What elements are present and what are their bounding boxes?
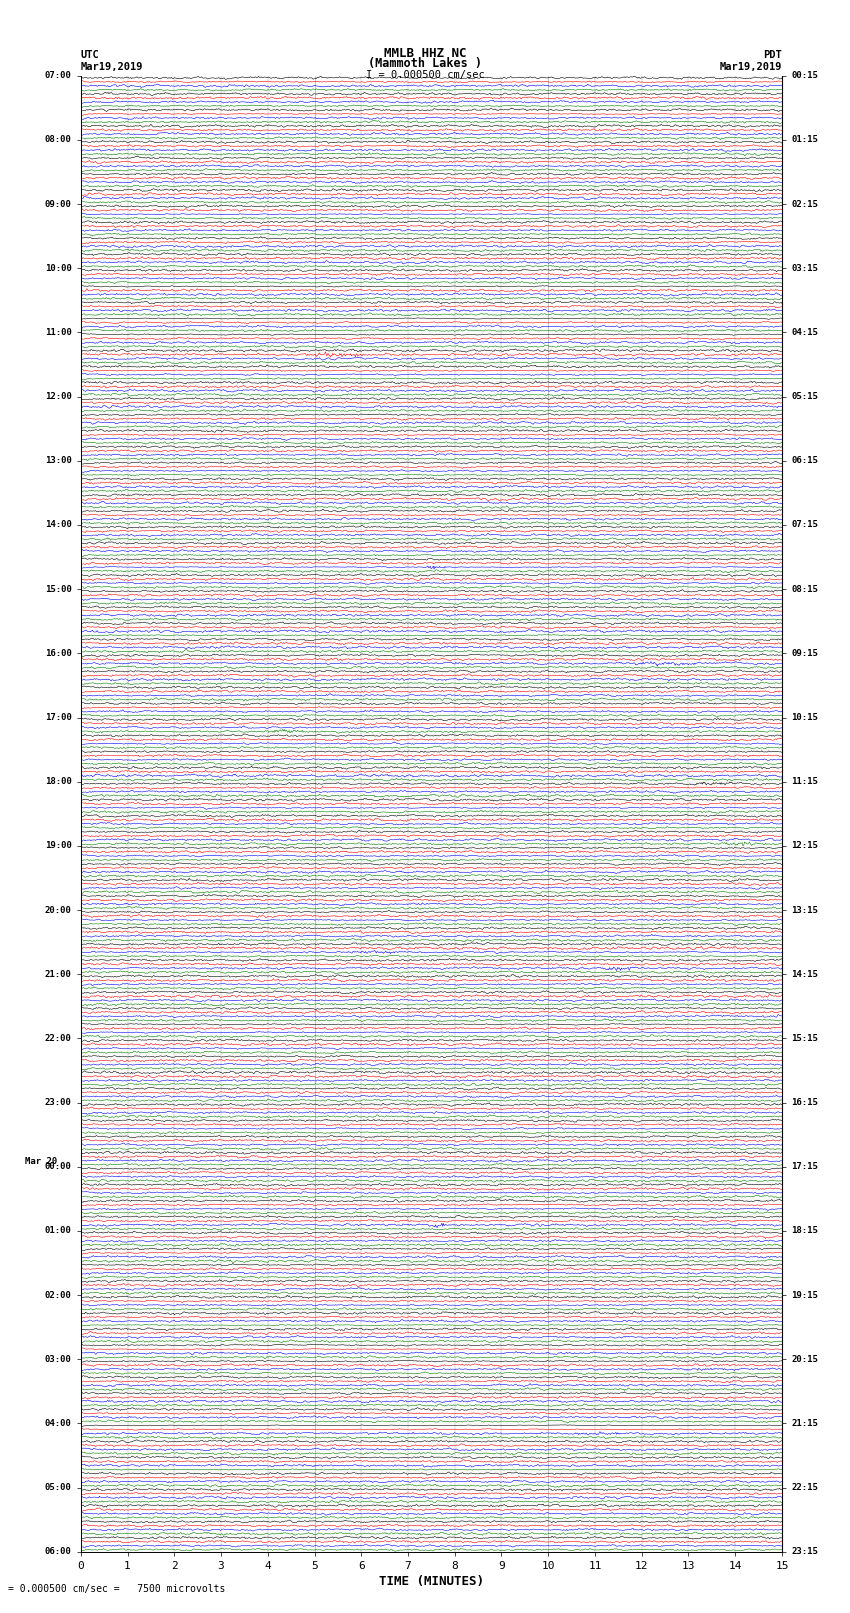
Text: = 0.000500 cm/sec =   7500 microvolts: = 0.000500 cm/sec = 7500 microvolts	[8, 1584, 226, 1594]
X-axis label: TIME (MINUTES): TIME (MINUTES)	[379, 1574, 484, 1587]
Text: Mar 20: Mar 20	[26, 1157, 57, 1166]
Text: (Mammoth Lakes ): (Mammoth Lakes )	[368, 56, 482, 71]
Text: UTC: UTC	[81, 50, 99, 60]
Text: Mar19,2019: Mar19,2019	[719, 61, 782, 71]
Text: I = 0.000500 cm/sec: I = 0.000500 cm/sec	[366, 69, 484, 79]
Text: Mar19,2019: Mar19,2019	[81, 61, 144, 71]
Text: PDT: PDT	[763, 50, 782, 60]
Text: MMLB HHZ NC: MMLB HHZ NC	[383, 47, 467, 60]
